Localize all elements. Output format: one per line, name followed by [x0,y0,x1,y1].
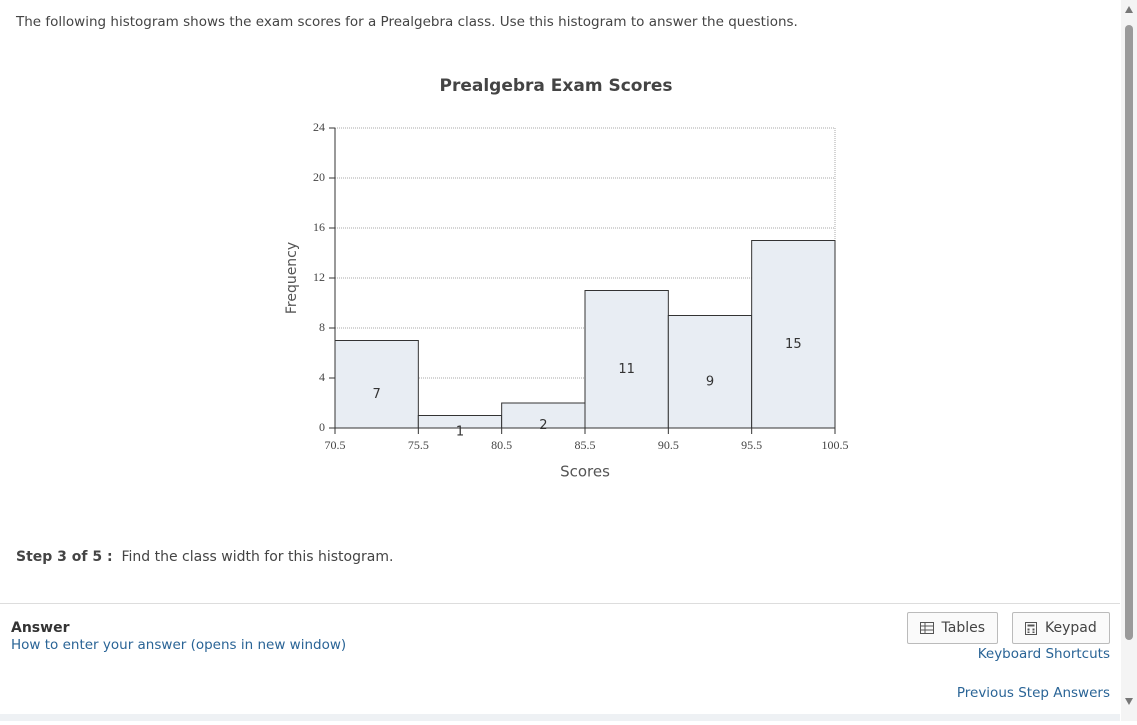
answer-heading: Answer [11,620,70,636]
data-label: 15 [785,337,802,352]
scrollbar[interactable] [1121,0,1137,721]
y-tick-label: 0 [319,420,325,434]
x-tick-label: 75.5 [408,438,429,452]
x-tick-label: 85.5 [575,438,596,452]
tables-icon [920,622,934,634]
divider [0,603,1120,604]
data-label: 1 [456,424,464,439]
tables-label: Tables [941,620,986,636]
scrollbar-graphic [1125,6,1133,705]
x-tick-label: 70.5 [325,438,346,452]
keypad-label: Keypad [1045,620,1097,636]
x-tick-label: 90.5 [658,438,679,452]
y-tick-label: 12 [313,270,325,284]
data-label: 11 [618,362,635,377]
help-link[interactable]: How to enter your answer (opens in new w… [11,637,347,653]
step-line: Step 3 of 5 : Find the class width for t… [16,549,393,565]
histogram-chart: Prealgebra Exam Scores Frequency Scores … [284,76,849,481]
chart-title: Prealgebra Exam Scores [439,76,672,96]
keypad-icon [1025,621,1037,635]
data-label: 9 [706,374,714,389]
y-tick-label: 4 [319,370,325,384]
tables-button[interactable]: Tables [907,612,998,644]
x-tick-label: 100.5 [822,438,849,452]
y-tick-label: 20 [313,170,325,184]
bar [667,315,753,429]
y-tick-label: 8 [319,320,325,334]
bar [334,340,419,429]
keyboard-shortcuts-link[interactable]: Keyboard Shortcuts [977,646,1110,662]
footer-bar [0,714,1120,721]
step-label: Step 3 of 5 : [16,549,113,565]
bar [584,290,669,429]
data-label: 2 [539,418,547,433]
y-tick-label: 24 [313,120,325,134]
y-tick-label: 16 [313,220,325,234]
keypad-button[interactable]: Keypad [1012,612,1110,644]
x-axis-label: Scores [560,463,610,481]
bar [751,240,836,429]
y-axis-label: Frequency [284,242,300,314]
previous-answers-link[interactable]: Previous Step Answers [956,685,1110,701]
x-tick-label: 80.5 [491,438,512,452]
x-tick-label: 95.5 [741,438,762,452]
step-text: Find the class width for this histogram. [121,549,394,565]
data-label: 7 [373,387,381,402]
intro-text: The following histogram shows the exam s… [16,14,798,30]
